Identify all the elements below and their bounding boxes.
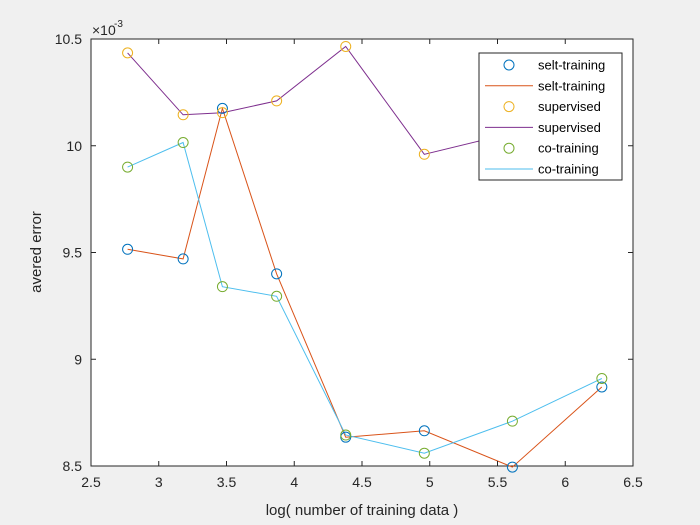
data-point-supervised — [122, 47, 134, 59]
legend-label-supervised-marker: supervised — [538, 99, 601, 114]
data-point-selt-training — [122, 243, 134, 255]
series-line-co-training — [127, 141, 603, 454]
data-point-selt-training — [506, 461, 518, 473]
legend-label-selt-training-line: selt-training — [538, 78, 605, 93]
data-point-selt-training — [177, 253, 189, 265]
y-exponent-base: ×10 — [92, 22, 116, 38]
legend: selt-training selt-training supervised supe… — [478, 52, 623, 181]
x-tick-label: 6 — [561, 474, 569, 490]
data-point-selt-training — [418, 425, 430, 437]
data-point-co-training — [216, 281, 228, 293]
legend-label-supervised-line: supervised — [538, 120, 601, 135]
legend-marker-co-training — [503, 142, 515, 154]
x-tick-label: 4.5 — [352, 474, 372, 490]
data-point-supervised — [418, 148, 430, 160]
legend-marker-supervised — [503, 101, 515, 113]
y-axis-label: avered error — [28, 211, 45, 293]
x-tick-label: 2.5 — [81, 474, 101, 490]
y-exponent-power: -3 — [114, 19, 123, 30]
y-tick-label: 8.5 — [63, 458, 83, 474]
y-tick-label: 10 — [66, 138, 82, 154]
ticks-layer: 2.5 3 3.5 4 4.5 5 5.5 6 6.5 8.5 9 9.5 10 10.5 — [55, 31, 643, 490]
data-point-selt-training — [596, 381, 608, 393]
data-point-co-training — [177, 137, 189, 149]
legend-label-co-training-line: co-training — [538, 162, 599, 177]
data-point-supervised — [216, 107, 228, 119]
legend-marker-selt-training — [503, 59, 515, 71]
x-tick-label: 6.5 — [623, 474, 643, 490]
x-tick-label: 5 — [426, 474, 434, 490]
data-point-co-training — [340, 429, 352, 441]
x-tick-label: 4 — [290, 474, 298, 490]
legend-box — [478, 52, 623, 181]
series-layer — [122, 40, 608, 473]
x-tick-label: 3 — [155, 474, 163, 490]
data-point-supervised — [177, 109, 189, 121]
data-point-supervised — [340, 40, 352, 52]
x-tick-label: 3.5 — [217, 474, 237, 490]
data-point-co-training — [271, 290, 283, 302]
x-axis-label: log( number of training data ) — [266, 502, 459, 519]
y-tick-label: 9.5 — [63, 245, 83, 261]
data-point-co-training — [506, 415, 518, 427]
data-point-selt-training — [271, 268, 283, 280]
data-point-selt-training — [216, 102, 228, 114]
x-tick-label: 5.5 — [488, 474, 508, 490]
y-tick-label: 9 — [74, 351, 82, 367]
data-point-co-training — [122, 161, 134, 173]
data-point-co-training — [596, 372, 608, 384]
legend-label-co-training-marker: co-training — [538, 141, 599, 156]
data-point-co-training — [418, 447, 430, 459]
data-point-supervised — [271, 95, 283, 107]
legend-label-selt-training-marker: selt-training — [538, 58, 605, 73]
y-tick-label: 10.5 — [55, 31, 82, 47]
